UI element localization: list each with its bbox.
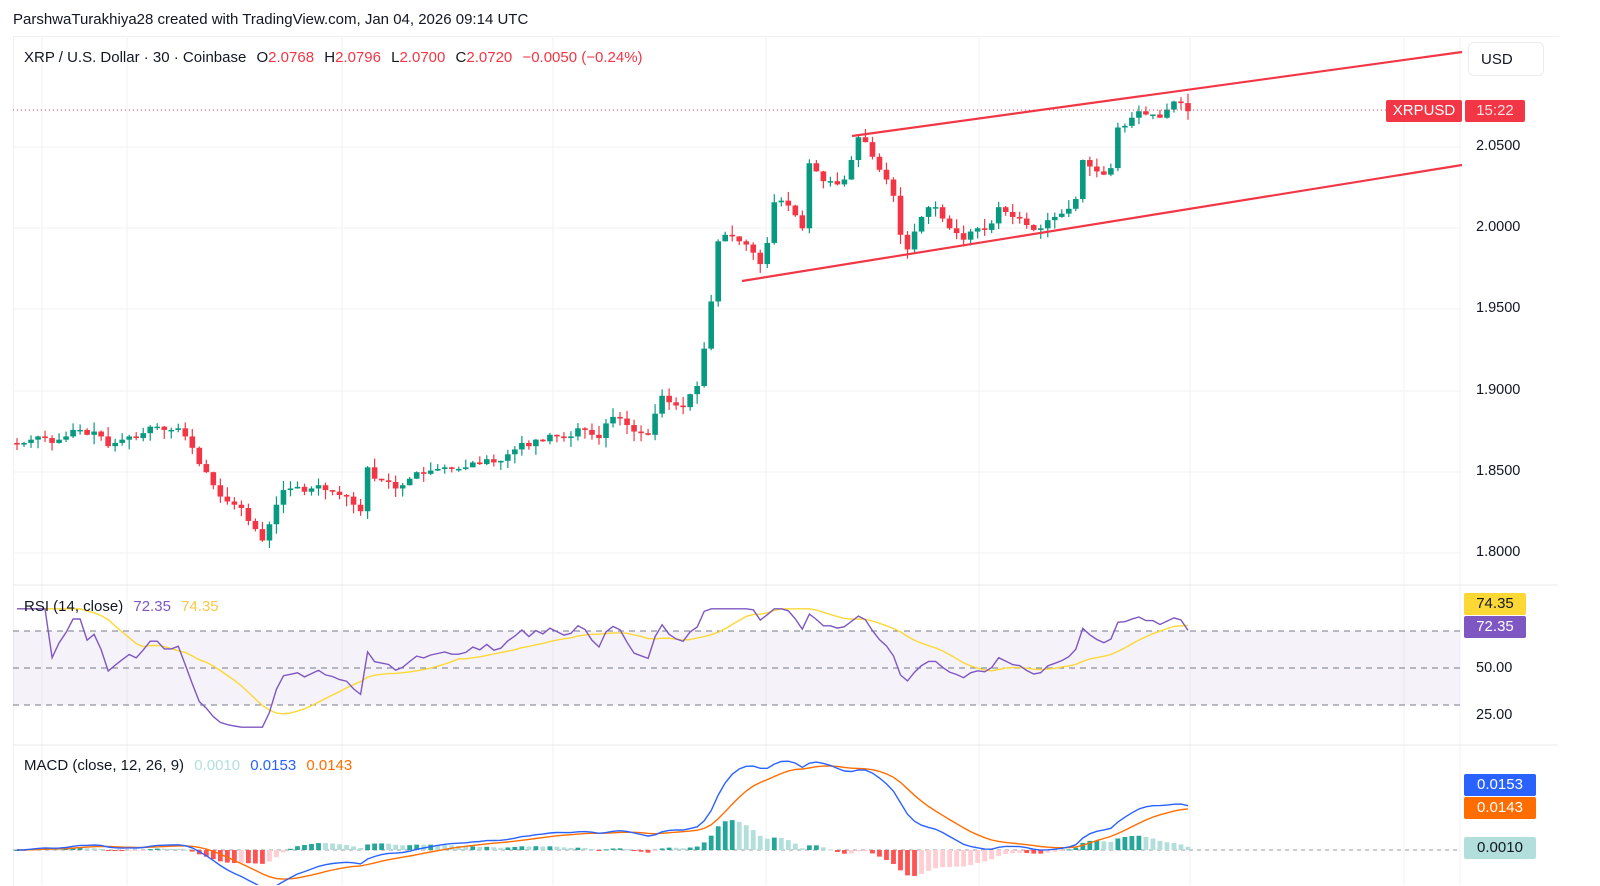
close-key: C [455,49,467,66]
high-value: 2.0796 [335,49,381,66]
symbol-price-badge: XRPUSD [1386,100,1462,122]
price-tick: 1.9500 [1476,300,1521,316]
price-tick: 1.8000 [1476,544,1521,560]
signal-badge: 0.0143 [1464,797,1536,819]
countdown-badge: 15:22 [1465,100,1525,122]
price-tick: 2.0500 [1476,138,1521,154]
histogram-badge: 0.0010 [1464,837,1536,859]
rsi-title[interactable]: RSI (14, close) [24,598,124,615]
high-key: H [324,49,336,66]
rsi-ma-value: 74.35 [181,598,219,615]
macd-value: 0.0153 [250,757,297,774]
rsi-badge: 72.35 [1464,616,1526,638]
rsi-value: 72.35 [133,598,171,615]
symbol-title[interactable]: XRP / U.S. Dollar · 30 · Coinbase [24,49,247,66]
change-value: −0.0050 (−0.24%) [522,49,643,66]
price-tick: 1.8500 [1476,463,1521,479]
close-value: 2.0720 [466,49,513,66]
rsi-legend: RSI (14, close) 72.35 74.35 [24,598,225,615]
price-tick: 2.0000 [1476,219,1521,235]
chart-credit: ParshwaTurakhiya28 created with TradingV… [13,11,529,28]
rsi-ma-badge: 74.35 [1464,593,1526,615]
low-value: 2.0700 [399,49,446,66]
rsi-tick: 25.00 [1476,707,1513,723]
macd-signal-value: 0.0143 [306,757,353,774]
open-key: O [256,49,269,66]
low-key: L [391,49,400,66]
macd-title[interactable]: MACD (close, 12, 26, 9) [24,757,185,774]
macd-legend: MACD (close, 12, 26, 9) 0.0010 0.0153 0.… [24,757,358,774]
main-legend: XRP / U.S. Dollar · 30 · Coinbase O2.076… [24,49,649,66]
rsi-tick: 50.00 [1476,660,1513,676]
macd-badge: 0.0153 [1464,774,1536,796]
price-tick: 1.9000 [1476,382,1521,398]
macd-histogram-value: 0.0010 [194,757,241,774]
open-value: 2.0768 [268,49,315,66]
currency-button[interactable]: USD [1468,42,1544,76]
chart-frame [13,36,1559,886]
